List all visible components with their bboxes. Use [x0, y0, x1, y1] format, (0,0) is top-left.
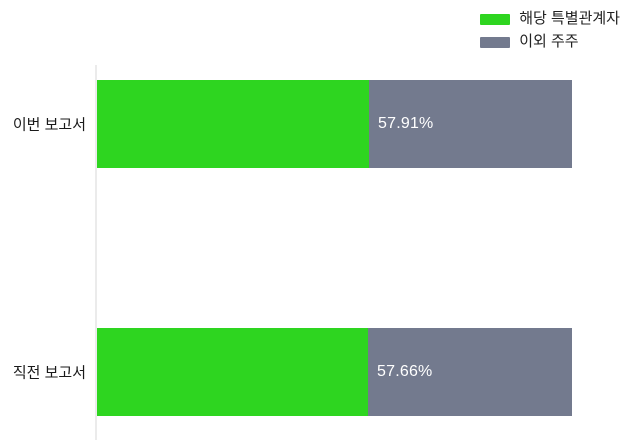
- chart-legend: 해당 특별관계자 이외 주주: [480, 10, 620, 51]
- bar-row-current-report: 이번 보고서 57.91% 57.91%: [0, 80, 628, 168]
- bar-track-previous-report: 57.66% 57.66%: [97, 328, 572, 416]
- y-axis-line: [95, 65, 97, 440]
- bar-track-current-report: 57.91% 57.91%: [97, 80, 572, 168]
- legend-label-other-shareholders: 이외 주주: [519, 33, 579, 50]
- bar-segment-other-current[interactable]: 57.91%: [369, 80, 572, 168]
- bar-value-other-current: 57.91%: [378, 115, 434, 132]
- legend-swatch-green: [480, 13, 511, 25]
- bar-segment-other-previous[interactable]: 57.66%: [368, 328, 572, 416]
- legend-label-shareholder-related: 해당 특별관계자: [519, 10, 620, 27]
- bar-segment-related-current[interactable]: 57.91%: [97, 80, 369, 168]
- legend-item-shareholder-related[interactable]: 해당 특별관계자: [480, 10, 620, 28]
- legend-item-other-shareholders[interactable]: 이외 주주: [480, 33, 579, 51]
- bar-row-previous-report: 직전 보고서 57.66% 57.66%: [0, 328, 628, 416]
- category-label-previous-report: 직전 보고서: [12, 364, 86, 382]
- bar-segment-related-previous[interactable]: 57.66%: [97, 328, 368, 416]
- category-label-current-report: 이번 보고서: [12, 116, 86, 134]
- bar-value-other-previous: 57.66%: [377, 363, 433, 380]
- legend-swatch-gray: [480, 36, 511, 48]
